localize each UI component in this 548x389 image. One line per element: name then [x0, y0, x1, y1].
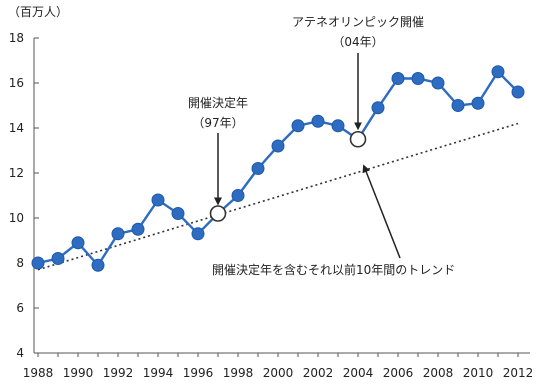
data-point [191, 227, 205, 241]
y-axis: 4 6 8 10 12 14 16 18 [9, 31, 39, 360]
x-tick-label: 1994 [143, 366, 174, 380]
data-point [411, 72, 425, 85]
data-point [471, 96, 485, 110]
highlight-data-point [209, 205, 227, 222]
trend-line [37, 122, 519, 271]
data-point [111, 227, 125, 241]
y-tick-label: 16 [9, 76, 24, 90]
x-tick-label: 1996 [183, 366, 214, 380]
x-tick-label: 2008 [423, 366, 454, 380]
x-tick-label: 1998 [223, 366, 254, 380]
athens-olympics-annotation-year: （04年） [332, 35, 383, 49]
data-point [171, 207, 185, 220]
x-tick-label: 1990 [63, 366, 94, 380]
x-tick-label: 1992 [103, 366, 134, 380]
data-point [31, 256, 45, 270]
data-point [311, 114, 325, 128]
trend-arrow [362, 164, 401, 259]
athens-olympics-annotation: アテネオリンピック開催 [292, 15, 424, 29]
y-tick-label: 8 [16, 256, 24, 270]
data-point [271, 139, 285, 153]
y-tick-label: 14 [9, 121, 24, 135]
data-point [331, 119, 345, 133]
y-tick-label: 18 [9, 31, 24, 45]
decision-year-annotation: 開催決定年 [188, 95, 248, 110]
data-point [511, 85, 525, 99]
data-point [131, 222, 145, 236]
x-tick-label: 2002 [303, 366, 334, 380]
x-tick-label: 2010 [463, 366, 494, 380]
y-tick-label: 10 [9, 211, 24, 225]
data-point [431, 76, 445, 90]
data-point [71, 236, 85, 250]
y-tick-label: 12 [9, 166, 24, 180]
y-tick-label: 4 [16, 346, 24, 360]
x-tick-label: 1988 [23, 366, 54, 380]
data-points [31, 65, 525, 272]
trend-annotation: 開催決定年を含むそれ以前10年間のトレンド [212, 262, 455, 277]
x-axis: 1988 1990 1992 1994 1996 1998 2000 2002 2004 2006… [23, 352, 534, 380]
x-tick-label: 2012 [503, 366, 534, 380]
y-tick-label: 6 [16, 301, 24, 315]
data-point [151, 193, 165, 207]
data-point [91, 258, 105, 272]
x-tick-label: 2000 [263, 366, 294, 380]
data-point [291, 119, 305, 133]
data-point [451, 99, 465, 112]
data-point [251, 162, 265, 175]
series-line [37, 69, 519, 268]
data-point [231, 189, 245, 202]
y-axis-unit-label: （百万人） [8, 5, 68, 19]
data-point [391, 72, 405, 85]
x-tick-label: 2004 [343, 366, 374, 380]
decision-year-annotation-year: （97年） [192, 116, 243, 130]
highlight-data-point [349, 130, 367, 148]
data-point [491, 65, 505, 79]
data-point [371, 101, 385, 115]
data-point [51, 252, 65, 265]
x-tick-label: 2006 [383, 366, 414, 380]
